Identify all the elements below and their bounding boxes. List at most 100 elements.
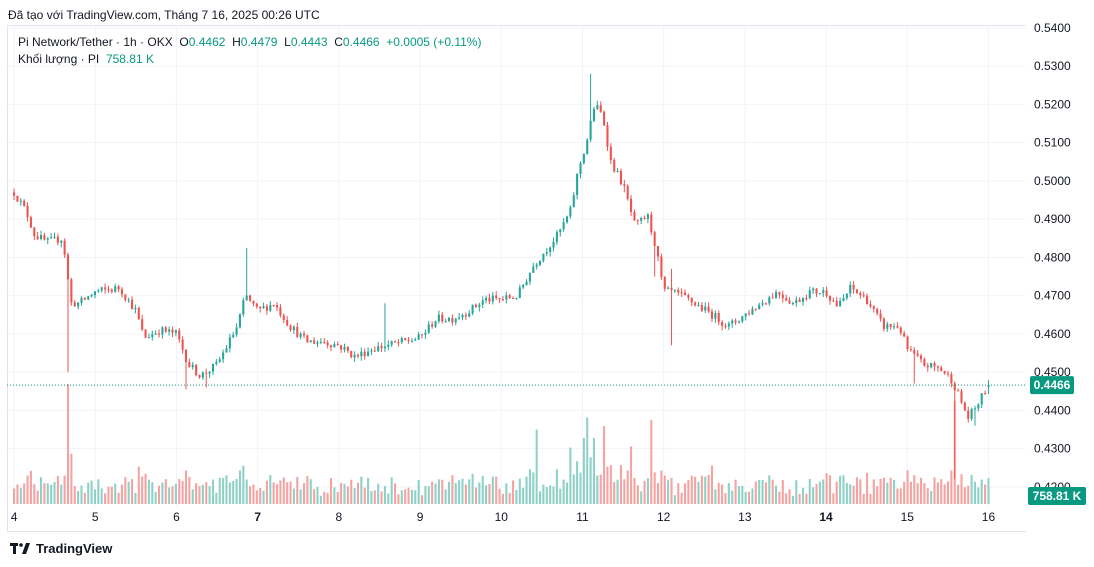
candle [815, 288, 818, 298]
change-value: +0.0005 (+0.11%) [386, 35, 482, 49]
volume-label[interactable]: Khối lượng · PI [18, 52, 100, 66]
candle [532, 262, 535, 273]
volume-bar [77, 491, 80, 504]
candle-body [832, 300, 835, 302]
volume-bar [744, 492, 747, 504]
candle-body [397, 342, 400, 344]
low-label: L [284, 35, 291, 49]
candle-body [410, 340, 413, 342]
candle [464, 312, 467, 320]
candle-body [559, 229, 562, 233]
candle [896, 321, 899, 329]
candle [211, 363, 215, 376]
candle [761, 299, 764, 307]
volume-bar [444, 489, 447, 504]
candle-body [292, 326, 295, 331]
candle-body [110, 289, 113, 292]
candle [913, 346, 916, 384]
candle-body [262, 306, 265, 309]
volume-bar [721, 484, 724, 504]
volume-bar [714, 489, 717, 504]
candle [970, 407, 973, 421]
volume-bar [812, 487, 815, 504]
candle-body [282, 315, 285, 321]
volume-bar [319, 495, 322, 504]
candle-body [599, 105, 602, 112]
candle [333, 341, 336, 348]
volume-bar [93, 489, 97, 504]
candle [650, 211, 653, 236]
candle [653, 230, 656, 277]
candle [110, 288, 113, 294]
volume-bar [741, 485, 744, 504]
volume-bar [380, 491, 383, 504]
candle [90, 293, 93, 298]
candle [478, 302, 481, 312]
volume-bar [970, 474, 973, 504]
candle-body [488, 297, 491, 302]
candle [852, 281, 855, 294]
candle-body [235, 327, 238, 335]
candle [565, 215, 569, 224]
volume-bar [208, 486, 211, 504]
volume-bar [724, 493, 727, 504]
candle [508, 293, 511, 299]
volume-bar [80, 485, 83, 504]
candle-body [866, 295, 869, 305]
candle-body [66, 254, 70, 280]
candle [953, 381, 956, 480]
candle-body [360, 351, 363, 357]
volume-bar [370, 491, 373, 504]
candle [872, 305, 875, 313]
candle-body [731, 320, 734, 324]
candle-body [933, 362, 936, 367]
volume-bar [100, 488, 103, 504]
volume-bar [191, 489, 194, 504]
volume-bar [144, 473, 147, 504]
tradingview-logo[interactable]: TradingView [10, 541, 112, 556]
candle-body [353, 354, 356, 358]
candle-body [552, 241, 555, 248]
candle [26, 202, 29, 222]
candle-body [232, 334, 235, 338]
candle [630, 195, 633, 217]
candle-body [535, 264, 538, 267]
candle [495, 291, 498, 300]
candle-body [640, 217, 643, 221]
candle-body [916, 353, 919, 356]
candle [43, 232, 46, 241]
candle [427, 320, 430, 334]
volume-bar [845, 482, 848, 504]
candle-body [259, 306, 262, 309]
candle-body [869, 304, 872, 307]
volume-bar [350, 479, 353, 504]
candle [882, 317, 885, 332]
candle-body [373, 350, 376, 352]
volume-bar [987, 478, 990, 504]
candle-body [100, 287, 103, 291]
candle [157, 329, 161, 338]
candle [791, 301, 794, 306]
volume-bar [131, 479, 134, 504]
candle-body [245, 295, 248, 301]
x-tick-label: 14 [819, 510, 833, 524]
candle-body [19, 200, 22, 202]
candle [592, 106, 596, 123]
candle-body [744, 313, 747, 317]
volume-bar [36, 490, 39, 504]
candle-body [205, 372, 208, 374]
candle [613, 157, 616, 173]
candle-body [680, 292, 683, 294]
candle-body [33, 227, 36, 237]
candle [414, 337, 417, 341]
candle [262, 302, 265, 310]
candle-body [80, 297, 83, 303]
candle [879, 309, 882, 322]
candle-body [801, 298, 805, 302]
candle [33, 226, 36, 241]
candle [579, 161, 582, 179]
candle [117, 284, 120, 293]
candle-body [775, 292, 778, 298]
symbol-label[interactable]: Pi Network/Tether · 1h · OKX [18, 35, 173, 49]
